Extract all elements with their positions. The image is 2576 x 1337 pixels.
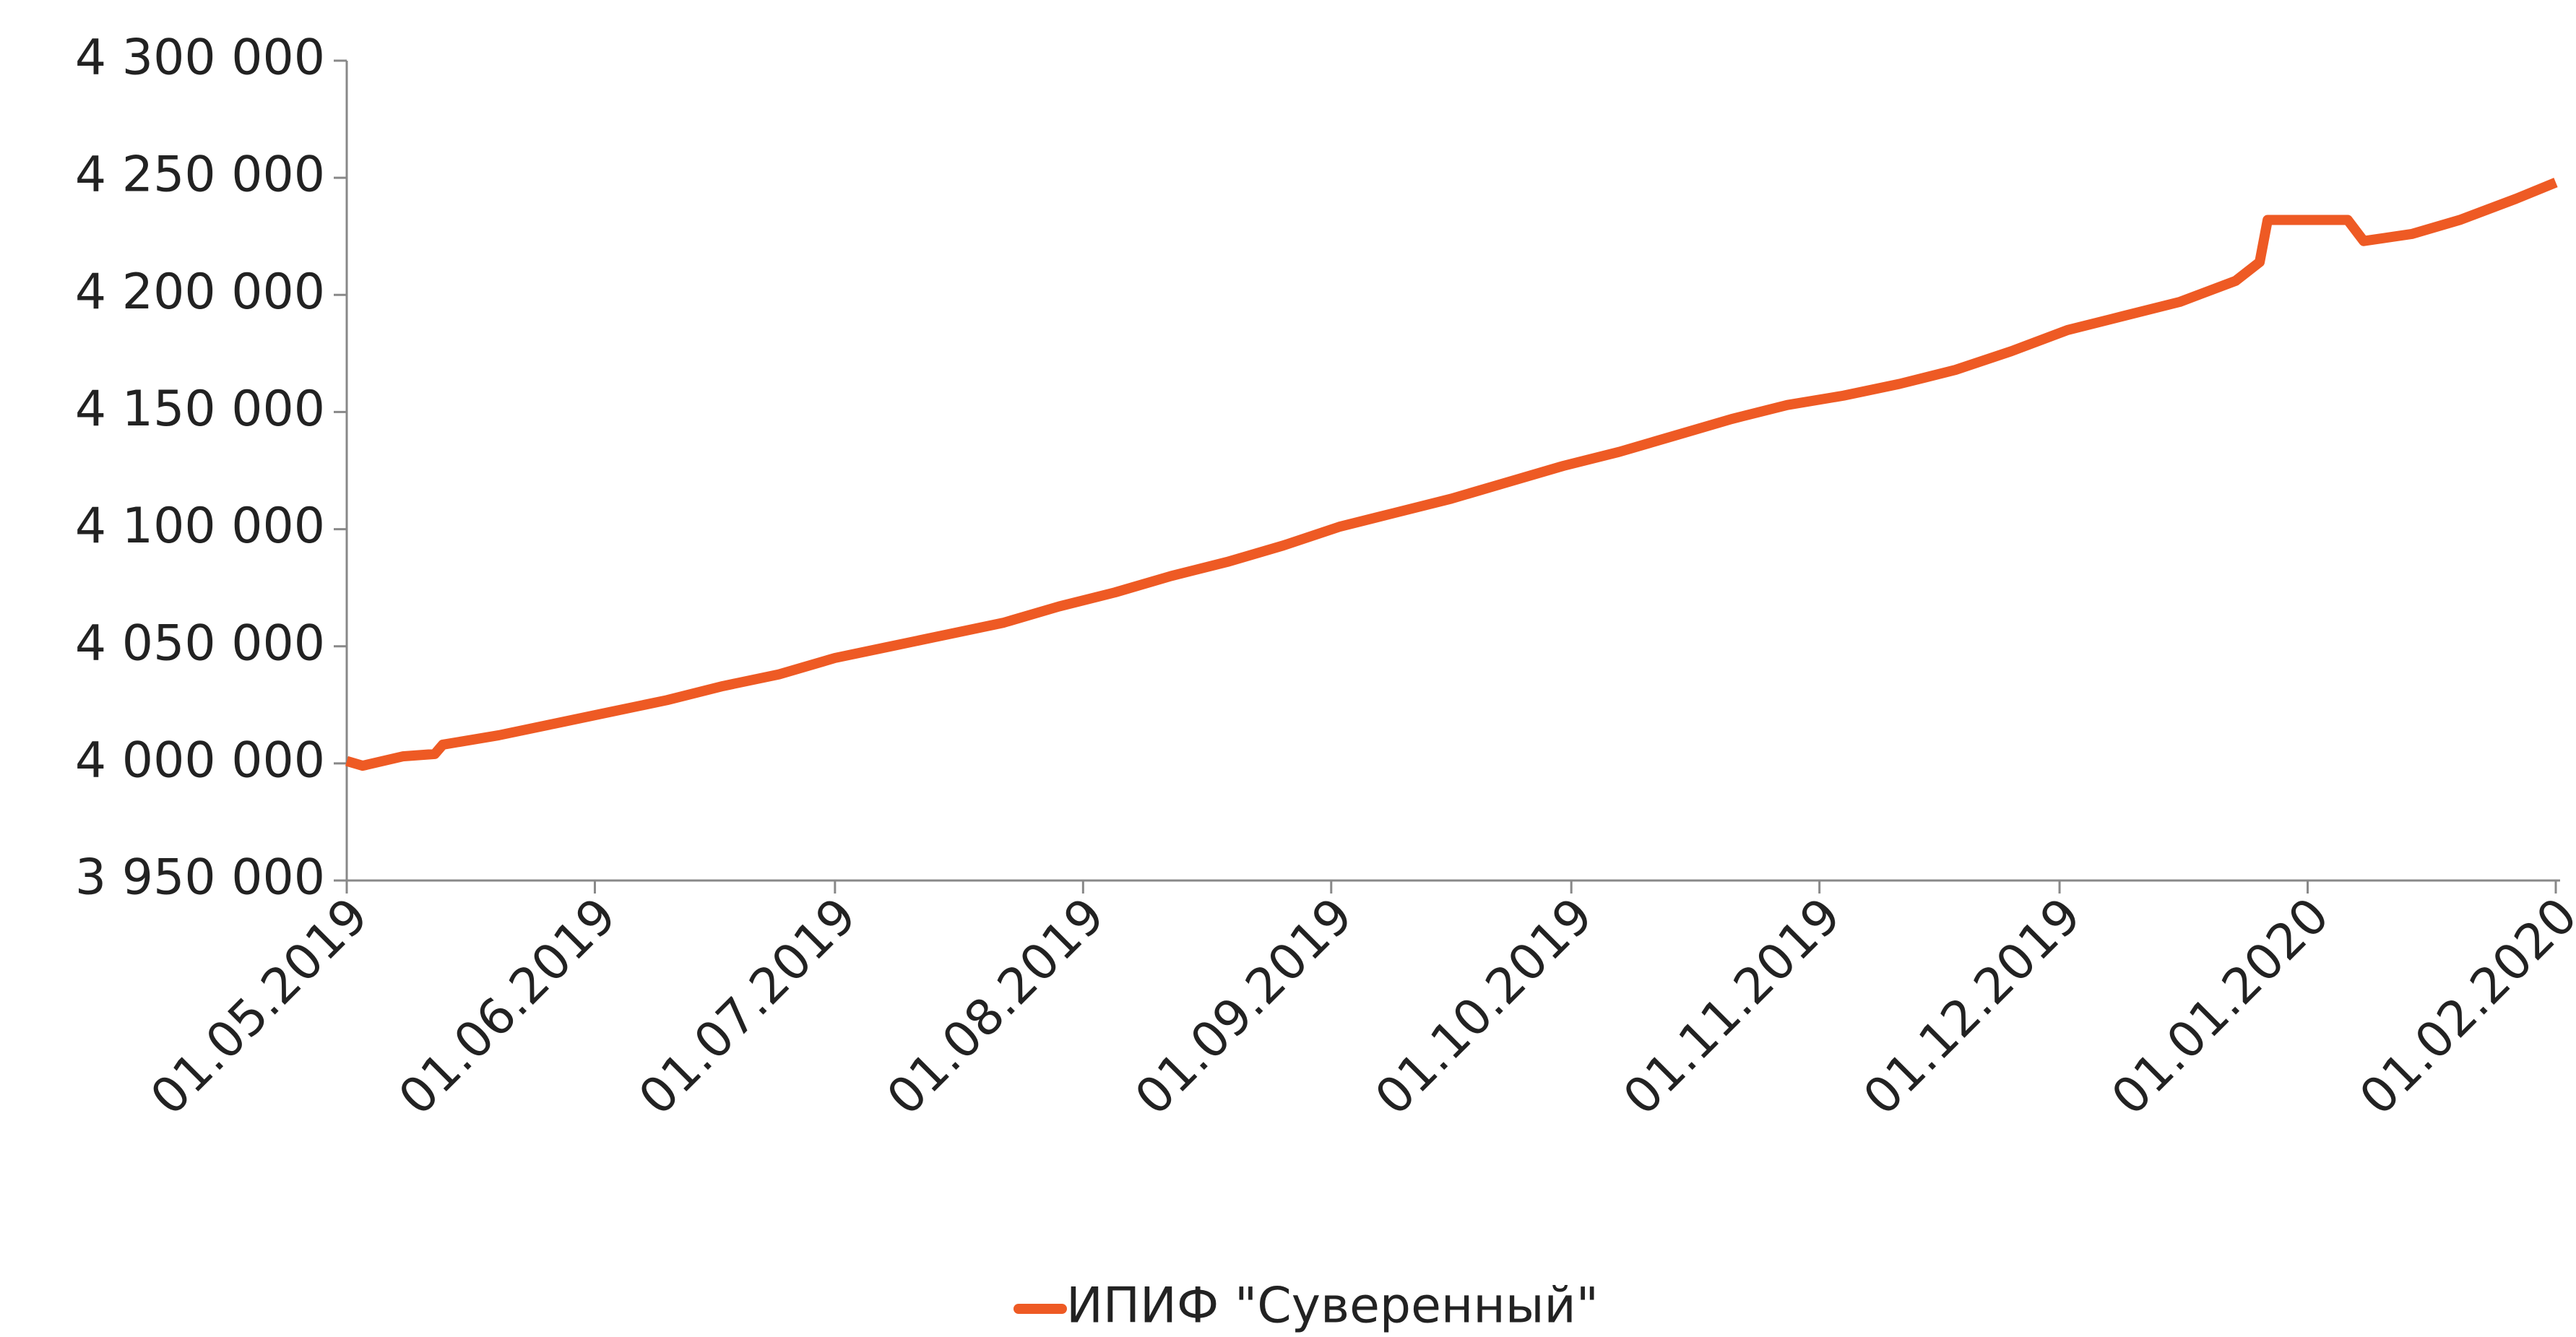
y-tick-label: 3 950 000: [75, 849, 325, 907]
x-tick-label: 01.07.2019: [628, 887, 868, 1126]
data-line: [345, 178, 2558, 771]
y-tick-label: 4 250 000: [75, 147, 325, 204]
x-tick-label: 01.02.2020: [2349, 887, 2576, 1126]
x-tick-label: 01.01.2020: [2101, 887, 2340, 1126]
y-tick-label: 4 200 000: [75, 264, 325, 321]
x-tick-label: 01.11.2019: [1613, 887, 1852, 1126]
y-tick-label: 4 150 000: [75, 381, 325, 438]
y-tick-label: 4 300 000: [75, 30, 325, 87]
x-tick-label: 01.06.2019: [388, 887, 627, 1126]
x-tick-label: 01.08.2019: [876, 887, 1115, 1126]
x-tick-label: 01.10.2019: [1365, 887, 1604, 1126]
x-tick-label: 01.05.2019: [140, 887, 379, 1126]
x-tick-label: 01.09.2019: [1125, 887, 1364, 1126]
x-tick-label: 01.12.2019: [1853, 887, 2092, 1126]
y-tick-label: 4 050 000: [75, 615, 325, 672]
y-tick-label: 4 000 000: [75, 732, 325, 789]
y-tick-label: 4 100 000: [75, 498, 325, 555]
legend-label: ИПИФ "Суверенный": [1066, 1278, 1599, 1335]
